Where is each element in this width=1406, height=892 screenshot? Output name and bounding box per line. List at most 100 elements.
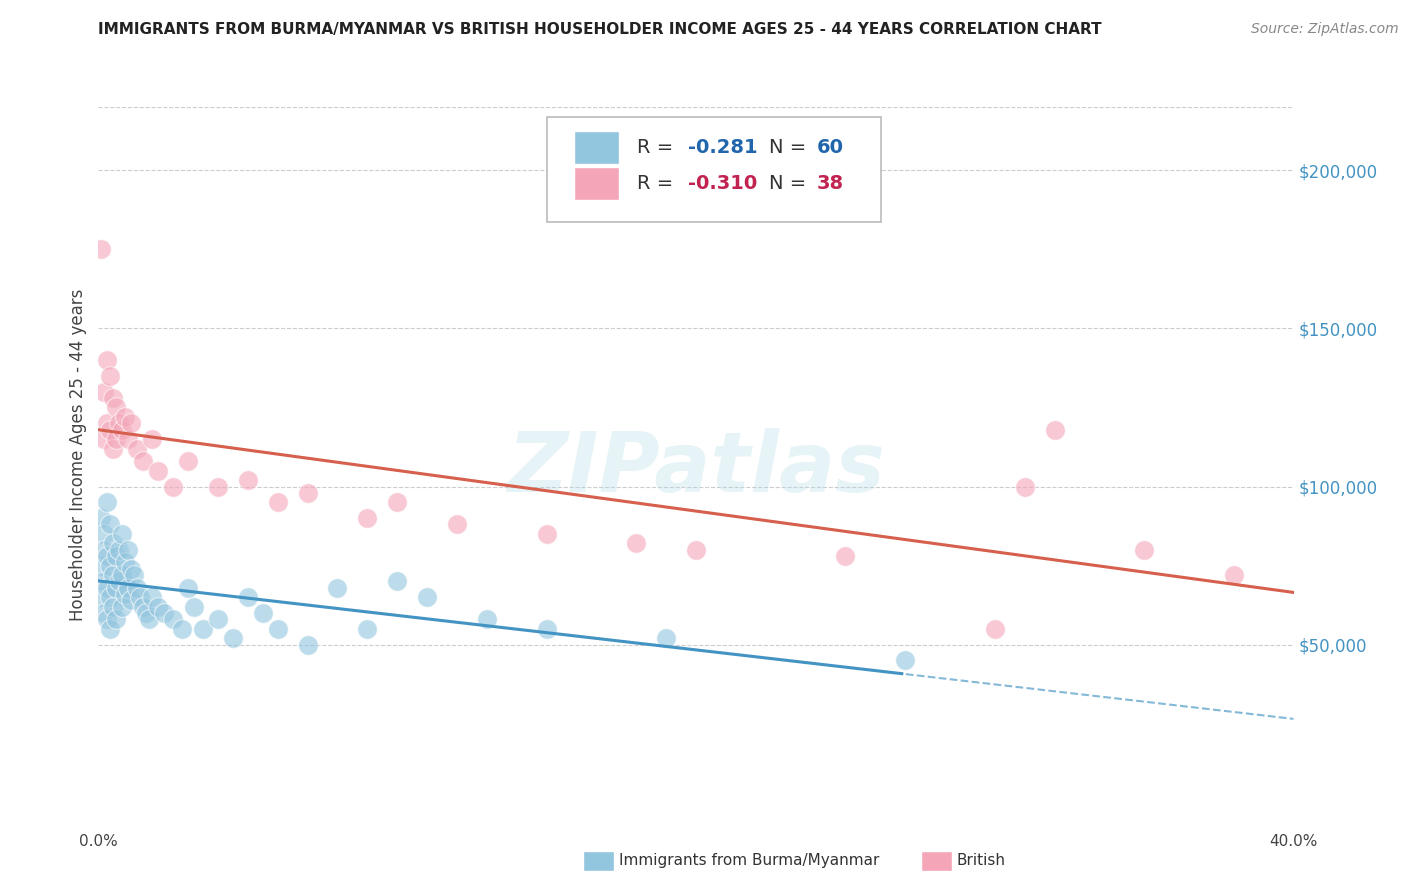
Point [124, 568, 146, 582]
Point [894, 653, 917, 667]
Point [96, 417, 118, 431]
Point [446, 517, 468, 532]
FancyBboxPatch shape [574, 167, 620, 201]
Point [984, 622, 1007, 636]
Text: Source: ZipAtlas.com: Source: ZipAtlas.com [1251, 22, 1399, 37]
Point [117, 432, 139, 446]
Point [93, 542, 115, 557]
Point [385, 574, 409, 589]
Point [356, 511, 378, 525]
Point [153, 606, 176, 620]
Point [96, 353, 118, 368]
Point [138, 612, 160, 626]
Point [1043, 423, 1066, 437]
Point [267, 495, 290, 509]
Point [141, 591, 163, 605]
Point [536, 622, 558, 636]
Point [120, 593, 142, 607]
Text: 40.0%: 40.0% [1270, 834, 1317, 849]
Text: -0.281: -0.281 [688, 138, 758, 157]
Point [127, 581, 149, 595]
Point [120, 562, 142, 576]
Point [536, 527, 558, 541]
Point [93, 574, 115, 589]
Text: N =: N = [769, 138, 813, 157]
Point [177, 581, 200, 595]
Point [105, 549, 128, 563]
Point [90, 591, 112, 605]
Point [120, 417, 142, 431]
Text: British: British [956, 854, 1005, 868]
Point [108, 417, 131, 431]
Text: R =: R = [637, 138, 681, 157]
Point [105, 432, 128, 446]
Text: ZIPatlas: ZIPatlas [508, 428, 884, 509]
Point [183, 599, 205, 614]
Point [1133, 542, 1156, 557]
Point [105, 401, 128, 415]
Point [90, 511, 112, 525]
Point [100, 423, 122, 437]
Point [172, 622, 194, 636]
Point [297, 486, 319, 500]
Point [100, 368, 122, 383]
Point [222, 632, 245, 646]
Point [103, 391, 125, 405]
Point [111, 527, 134, 541]
Point [96, 612, 118, 626]
Point [114, 587, 136, 601]
Point [1014, 479, 1036, 493]
Y-axis label: Householder Income Ages 25 - 44 years: Householder Income Ages 25 - 44 years [69, 289, 87, 621]
Point [108, 574, 131, 589]
Point [90, 558, 112, 573]
Point [177, 454, 200, 468]
Point [416, 591, 439, 605]
Text: -0.310: -0.310 [688, 174, 756, 193]
Point [252, 606, 274, 620]
Point [105, 612, 128, 626]
Point [117, 542, 139, 557]
Point [111, 599, 134, 614]
Point [191, 622, 214, 636]
Point [236, 591, 259, 605]
Point [100, 517, 122, 532]
Point [96, 549, 118, 563]
Point [297, 638, 319, 652]
Point [103, 442, 125, 456]
Text: 0.0%: 0.0% [79, 834, 118, 849]
Text: 60: 60 [817, 138, 844, 157]
Point [100, 591, 122, 605]
Point [114, 409, 136, 424]
Point [93, 384, 115, 399]
Point [103, 536, 125, 550]
Point [626, 536, 648, 550]
Text: IMMIGRANTS FROM BURMA/MYANMAR VS BRITISH HOUSEHOLDER INCOME AGES 25 - 44 YEARS C: IMMIGRANTS FROM BURMA/MYANMAR VS BRITISH… [98, 22, 1102, 37]
Point [127, 442, 149, 456]
Text: N =: N = [769, 174, 813, 193]
Point [326, 581, 349, 595]
Point [385, 495, 409, 509]
Point [132, 599, 155, 614]
Point [93, 527, 115, 541]
Point [685, 542, 707, 557]
Point [105, 581, 128, 595]
Point [100, 622, 122, 636]
Point [148, 464, 170, 478]
Point [103, 568, 125, 582]
Point [117, 581, 139, 595]
Point [236, 473, 259, 487]
Point [111, 423, 134, 437]
Point [207, 612, 229, 626]
Point [96, 581, 118, 595]
Point [100, 558, 122, 573]
Point [207, 479, 229, 493]
Point [162, 479, 184, 493]
Text: 38: 38 [817, 174, 844, 193]
Point [267, 622, 290, 636]
Point [90, 243, 112, 257]
Point [129, 591, 152, 605]
Point [93, 432, 115, 446]
Point [148, 599, 170, 614]
Point [114, 556, 136, 570]
Point [108, 542, 131, 557]
